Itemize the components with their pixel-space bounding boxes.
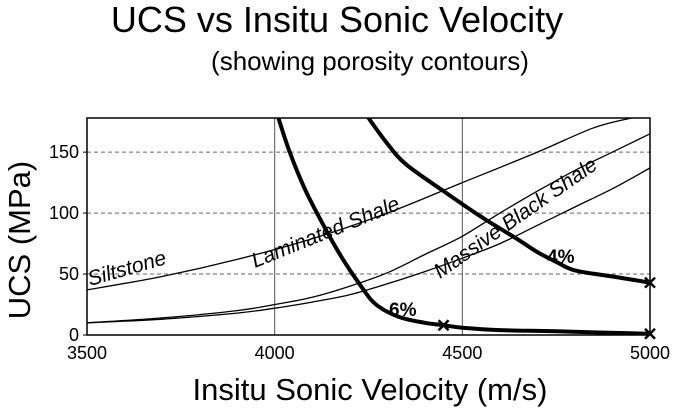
grid <box>87 118 650 335</box>
x-tick-label: 3500 <box>67 343 107 363</box>
y-axis-label: UCS (MPa) <box>2 161 37 319</box>
y-tick-label: 50 <box>59 264 79 284</box>
x-tick-label: 4000 <box>255 343 295 363</box>
y-tick-label: 150 <box>49 142 79 162</box>
series-line <box>87 118 632 291</box>
x-marker <box>437 319 450 332</box>
curves <box>87 118 650 335</box>
x-tick-label: 4500 <box>442 343 482 363</box>
chart-subtitle: (showing porosity contours) <box>211 46 529 76</box>
label-massive-black-shale: Massive Black Shale <box>430 153 602 283</box>
series-line <box>87 133 650 324</box>
ticks: 3500 4000 4500 5000 0 50 100 150 <box>49 142 670 363</box>
x-axis-label: Insitu Sonic Velocity (m/s) <box>193 372 548 407</box>
label-4pct: 4% <box>547 247 575 268</box>
label-siltstone: Siltstone <box>85 246 169 290</box>
series-line <box>366 118 650 285</box>
x-tick-label: 5000 <box>630 343 670 363</box>
plot-frame <box>86 117 651 336</box>
label-6pct: 6% <box>389 300 417 321</box>
y-tick-label: 100 <box>49 203 79 223</box>
series-line <box>87 167 650 324</box>
series-line <box>276 118 650 335</box>
chart-title: UCS vs Insitu Sonic Velocity <box>111 0 563 40</box>
label-laminated-shale: Laminated Shale <box>248 192 403 272</box>
y-tick-label: 0 <box>69 325 79 345</box>
